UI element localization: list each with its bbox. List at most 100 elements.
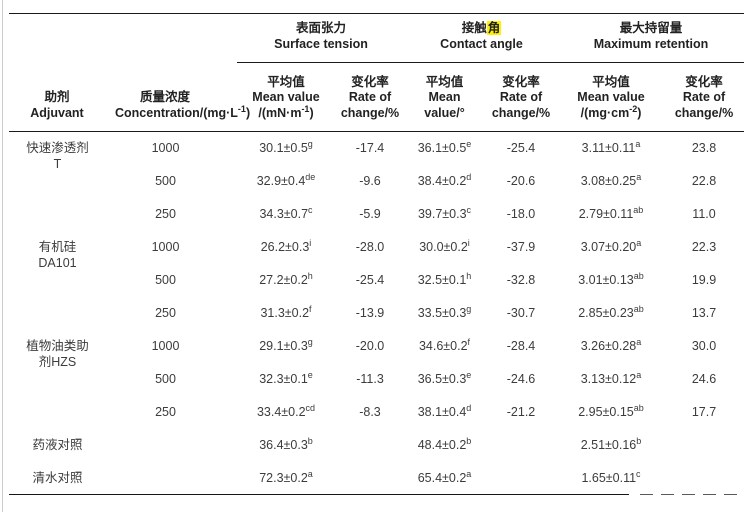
retention-rate-cell: 19.9 — [691, 273, 717, 287]
table-row: 有机硅 DA101 1000 26.2±0.3i -28.0 30.0±0.2i -37.9… — [9, 231, 744, 269]
adjuvant-cell: 植物油类助 剂HZS — [9, 330, 115, 429]
header-line: change/% — [674, 105, 734, 120]
retention-mean-cell: 3.13±0.12a — [580, 369, 642, 386]
header-line: 平均值 — [267, 74, 305, 89]
retention-mean-cell: 3.07±0.20a — [580, 237, 642, 254]
header-line: 助剂 — [44, 90, 70, 104]
concentration-cell: 500 — [155, 273, 176, 287]
header-line: 质量浓度 — [139, 90, 190, 104]
contact-angle-rate-cell: -32.8 — [506, 273, 536, 287]
retention-rate-cell: 30.0 — [691, 339, 717, 353]
window-left-edge — [2, 0, 3, 512]
surface-tension-rate-cell — [335, 429, 405, 462]
header-line: Concentration/(mg·L-1) — [115, 103, 251, 120]
header-line: Rate of — [348, 90, 392, 104]
concentration-cell: 1000 — [151, 240, 180, 254]
adjuvant-line: 植物油类助 — [26, 338, 89, 353]
header-line: 变化率 — [685, 74, 723, 89]
table-bottom-rule — [9, 493, 744, 496]
retention-rate-cell: 11.0 — [692, 207, 716, 221]
header-line: /(mN·m-1) — [258, 103, 314, 120]
retention-mean-cell: 1.65±0.11c — [581, 468, 641, 485]
retention-mean-cell: 3.26±0.28a — [580, 336, 642, 353]
contact-angle-rate-cell: -30.7 — [506, 306, 536, 320]
retention-mean-cell: 2.51±0.16b — [580, 435, 642, 452]
contact-angle-mean-cell: 36.1±0.5e — [417, 139, 472, 156]
surface-tension-mean-cell: 29.1±0.3g — [259, 336, 313, 353]
retention-rate-cell — [664, 462, 744, 495]
table-row: 250 34.3±0.7c -5.9 39.7±0.3c -18.0 2.79±0.11a… — [9, 198, 744, 231]
retention-mean-cell: 2.79±0.11ab — [578, 204, 644, 221]
results-table: 助剂 Adjuvant 质量浓度 Concentration/(mg·L-1) 表面… — [9, 13, 745, 495]
spanner-maximum-retention: 最大持留量 Maximum retention — [558, 13, 745, 63]
results-table-wrap: 助剂 Adjuvant 质量浓度 Concentration/(mg·L-1) 表面… — [9, 13, 745, 496]
contact-angle-mean-cell: 32.5±0.1h — [417, 270, 472, 287]
table-row: 500 27.2±0.2h -25.4 32.5±0.1h -32.8 3.01±0.13… — [9, 264, 744, 297]
concentration-cell: 1000 — [151, 339, 180, 353]
spanner-zh: 最大持留量 — [619, 21, 683, 35]
table-row: 药液对照 36.4±0.3b 48.4±0.2b 2.51±0.16b — [9, 429, 744, 462]
adjuvant-line: T — [53, 157, 62, 171]
header-line: Mean — [428, 90, 461, 104]
surface-tension-rate-cell — [335, 462, 405, 495]
header-line: 变化率 — [502, 74, 540, 89]
concentration-cell: 250 — [155, 207, 176, 221]
spanner-zh: 表面张力 — [295, 21, 346, 35]
spanner-surface-tension: 表面张力 Surface tension — [237, 13, 405, 63]
concentration-cell: 250 — [155, 306, 176, 320]
surface-tension-rate-cell: -5.9 — [359, 207, 381, 221]
header-line: Adjuvant — [30, 105, 84, 120]
header-line: change/% — [340, 105, 400, 120]
contact-angle-mean-cell: 48.4±0.2b — [417, 435, 472, 452]
header-line: 变化率 — [351, 74, 389, 89]
contact-angle-mean-cell: 33.5±0.3g — [417, 303, 472, 320]
contact-angle-mean-cell: 36.5±0.3e — [417, 369, 472, 386]
adjuvant-line: 剂HZS — [38, 354, 77, 369]
concentration-cell — [115, 429, 237, 462]
contact-angle-rate-cell — [484, 429, 558, 462]
retention-rate-cell — [664, 429, 744, 462]
surface-tension-mean-cell: 32.9±0.4de — [256, 171, 316, 188]
surface-tension-rate-cell: -9.6 — [359, 174, 381, 188]
adjuvant-line: DA101 — [38, 255, 77, 270]
adjuvant-line: 快速渗透剂 — [26, 141, 89, 155]
retention-mean-cell: 3.01±0.13ab — [578, 270, 644, 287]
retention-mean-cell: 3.11±0.11a — [581, 139, 641, 156]
contact-angle-mean-cell: 39.7±0.3c — [417, 204, 472, 221]
concentration-cell: 1000 — [151, 141, 180, 156]
contact-angle-mean-cell: 38.4±0.2d — [417, 171, 472, 188]
surface-tension-rate-cell: -13.9 — [355, 306, 385, 320]
surface-tension-mean-cell: 30.1±0.5g — [259, 139, 313, 156]
surface-tension-mean-cell: 32.3±0.1e — [259, 369, 313, 386]
concentration-cell: 500 — [155, 372, 176, 386]
contact-angle-mean-cell: 34.6±0.2f — [418, 336, 471, 353]
table-row: 清水对照 72.3±0.2a 65.4±0.2a 1.65±0.11c — [9, 462, 744, 495]
header-surface-tension-rate: 变化率 Rate of change/% — [335, 62, 405, 132]
table-row: 快速渗透剂 T 1000 30.1±0.5g -17.4 36.1±0.5e -25.4 3.… — [9, 132, 744, 171]
header-line: Rate of — [499, 90, 543, 104]
table-row: 植物油类助 剂HZS 1000 29.1±0.3g -20.0 34.6±0.2f -28.… — [9, 330, 744, 368]
table-row: 250 31.3±0.2f -13.9 33.5±0.3g -30.7 2.85±0.23… — [9, 297, 744, 330]
contact-angle-rate-cell: -37.9 — [506, 240, 536, 254]
header-surface-tension-mean: 平均值 Mean value/(mN·m-1) — [237, 62, 335, 132]
header-line: 平均值 — [425, 74, 464, 89]
spanner-en: Surface tension — [274, 36, 368, 51]
header-line: Mean value — [577, 90, 645, 104]
surface-tension-mean-cell: 36.4±0.3b — [259, 435, 313, 452]
retention-rate-cell: 23.8 — [691, 141, 717, 156]
table-row: 500 32.3±0.1e -11.3 36.5±0.3e -24.6 3.13±0.12… — [9, 363, 744, 396]
header-contact-angle-mean: 平均值 Mean value/° — [405, 62, 484, 132]
table-row: 250 33.4±0.2cd -8.3 38.1±0.4d -21.2 2.95±0.15… — [9, 396, 744, 429]
highlighted-text: 角 — [486, 21, 502, 35]
adjuvant-line: 清水对照 — [32, 471, 83, 485]
header-line: Rate of — [682, 90, 726, 104]
retention-rate-cell: 22.3 — [691, 240, 717, 254]
contact-angle-mean-cell: 30.0±0.2i — [419, 237, 470, 254]
column-header-row: 平均值 Mean value/(mN·m-1) 变化率 Rate of change/… — [9, 62, 745, 132]
surface-tension-mean-cell: 33.4±0.2cd — [256, 402, 316, 419]
surface-tension-mean-cell: 31.3±0.2f — [260, 303, 312, 320]
adjuvant-cell: 药液对照 — [9, 429, 115, 462]
surface-tension-mean-cell: 27.2±0.2h — [259, 270, 313, 287]
spanner-contact-angle: 接触角 Contact angle — [405, 13, 558, 63]
